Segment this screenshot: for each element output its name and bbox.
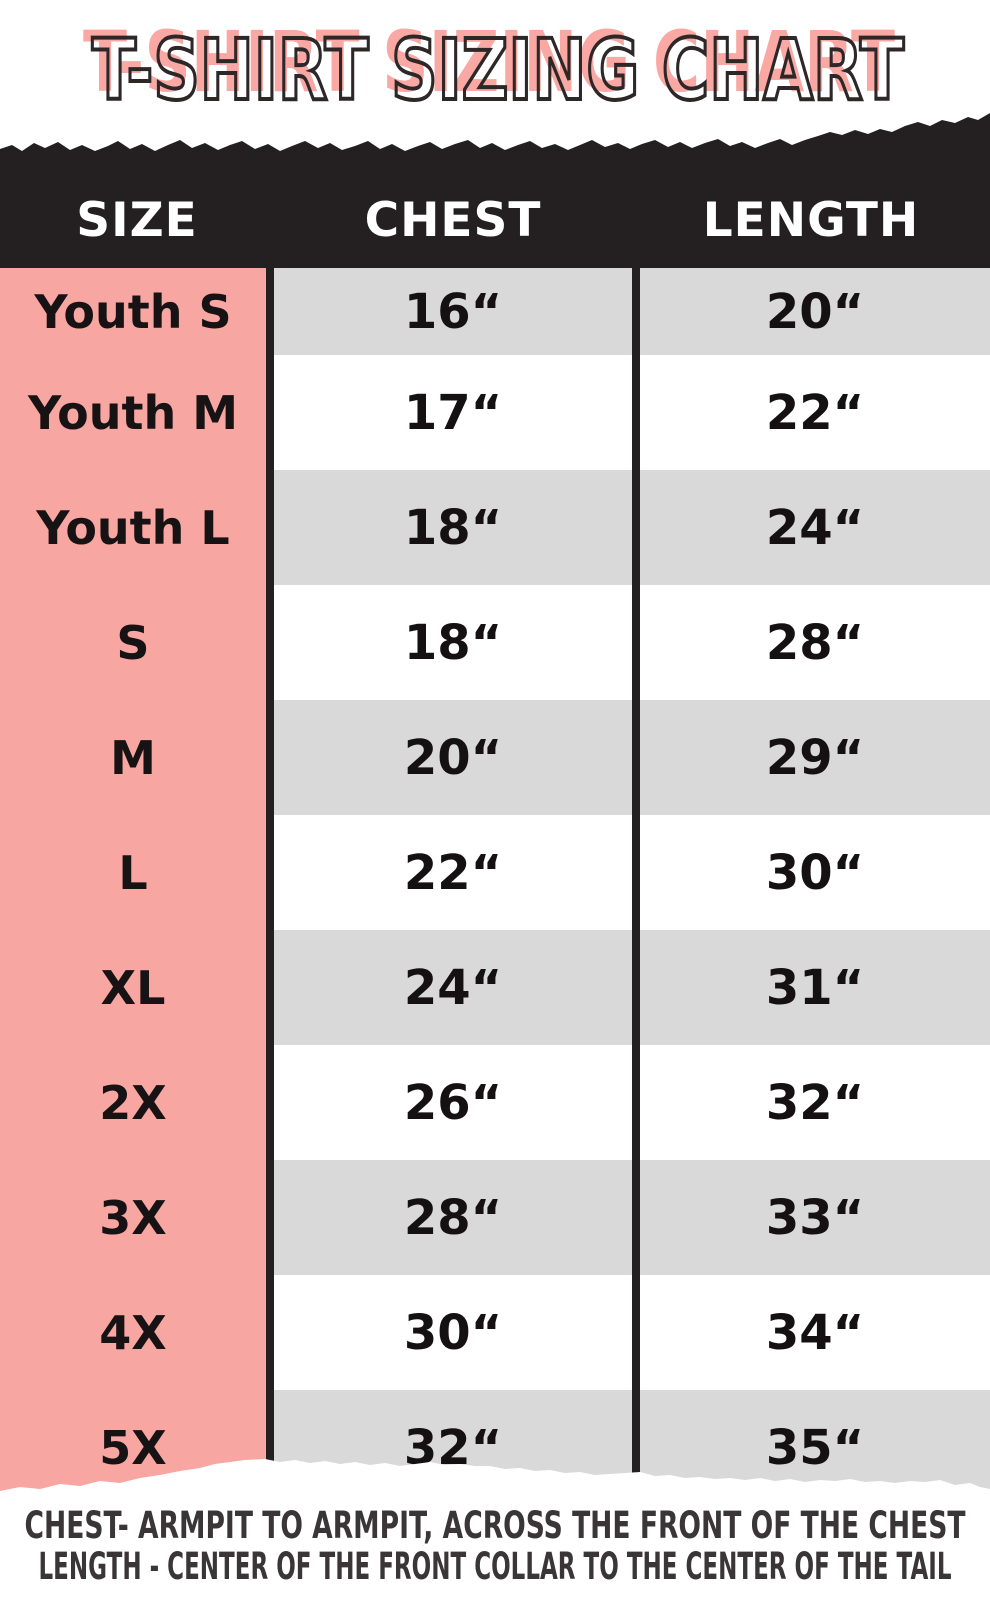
size-label: 2X [99,1075,167,1130]
length-column: 20“ 22“ 24“ 28“ 29“ 30“ 31“ 32“ 33“ 34“ … [640,268,990,1505]
length-value: 20“ [765,283,865,340]
torn-edge-shape [0,113,990,165]
length-cell: 32“ [640,1045,990,1160]
chest-cell: 17“ [274,355,632,470]
chest-value: 20“ [403,729,503,786]
chest-cell: 18“ [274,585,632,700]
chest-value: 16“ [403,283,503,340]
size-label: 3X [99,1190,167,1245]
chest-cell: 24“ [274,930,632,1045]
chest-value: 18“ [403,499,503,556]
chest-value: 30“ [403,1304,503,1361]
length-value: 33“ [765,1189,865,1246]
chest-cell: 26“ [274,1045,632,1160]
length-cell: 28“ [640,585,990,700]
length-value: 34“ [765,1304,865,1361]
size-cell: Youth M [0,355,266,470]
length-cell: 20“ [640,268,990,355]
header-label-size: SIZE [76,193,198,248]
page-title-outline: T-SHIRT SIZING CHART [92,21,904,119]
length-cell: 24“ [640,470,990,585]
table-bottom-torn-edge [0,1459,990,1515]
size-label: XL [100,960,166,1015]
size-cell: Youth L [0,470,266,585]
size-label: S [116,615,150,670]
size-cell: 3X [0,1160,266,1275]
chest-cell: 28“ [274,1160,632,1275]
header-band [0,160,990,268]
size-label: 5X [99,1420,167,1475]
chest-value: 17“ [403,384,503,441]
torn-edge-shape [0,1459,990,1515]
size-label: Youth M [28,385,238,440]
length-value: 32“ [765,1074,865,1131]
chest-cell: 20“ [274,700,632,815]
chest-value: 28“ [403,1189,503,1246]
length-value: 29“ [765,729,865,786]
size-label: M [110,730,156,785]
size-label: L [118,845,148,900]
length-cell: 30“ [640,815,990,930]
size-cell: 2X [0,1045,266,1160]
chest-cell: 18“ [274,470,632,585]
size-cell: Youth S [0,268,266,355]
chest-value: 18“ [403,614,503,671]
column-divider [632,268,640,1505]
length-value: 22“ [765,384,865,441]
size-label: Youth L [36,500,230,555]
size-cell: XL [0,930,266,1045]
size-column: Youth S Youth M Youth L S M L XL 2X 3X 4… [0,268,266,1505]
chest-value: 26“ [403,1074,503,1131]
chest-cell: 22“ [274,815,632,930]
size-label: 4X [99,1305,167,1360]
length-value: 35“ [765,1419,865,1476]
length-cell: 33“ [640,1160,990,1275]
length-cell: 22“ [640,355,990,470]
size-table: Youth S Youth M Youth L S M L XL 2X 3X 4… [0,268,990,1505]
chest-value: 24“ [403,959,503,1016]
footnote-line-1: CHEST- ARMPIT TO ARMPIT, ACROSS THE FRON… [25,1504,967,1547]
header-label-chest: CHEST [364,193,542,248]
header-label-length: LENGTH [702,193,920,248]
length-cell: 34“ [640,1275,990,1390]
length-value: 30“ [765,844,865,901]
page-title-fill: T-SHIRT SIZING CHART [83,13,895,111]
size-cell: 5X [0,1390,266,1505]
chest-column: 16“ 17“ 18“ 18“ 20“ 22“ 24“ 26“ 28“ 30“ … [274,268,632,1505]
size-cell: L [0,815,266,930]
size-label: Youth S [34,284,232,339]
column-divider [266,268,274,1505]
length-cell: 31“ [640,930,990,1045]
footnotes: CHEST- ARMPIT TO ARMPIT, ACROSS THE FRON… [25,1504,967,1588]
footnote-line-2: LENGTH - CENTER OF THE FRONT COLLAR TO T… [39,1545,952,1588]
length-value: 31“ [765,959,865,1016]
size-cell: 4X [0,1275,266,1390]
chest-cell: 30“ [274,1275,632,1390]
chest-value: 22“ [403,844,503,901]
chest-cell: 16“ [274,268,632,355]
length-cell: 29“ [640,700,990,815]
size-cell: S [0,585,266,700]
length-value: 24“ [765,499,865,556]
size-cell: M [0,700,266,815]
page-title: T-SHIRT SIZING CHART T-SHIRT SIZING CHAR… [83,13,906,120]
length-value: 28“ [765,614,865,671]
header-torn-edge [0,113,990,165]
